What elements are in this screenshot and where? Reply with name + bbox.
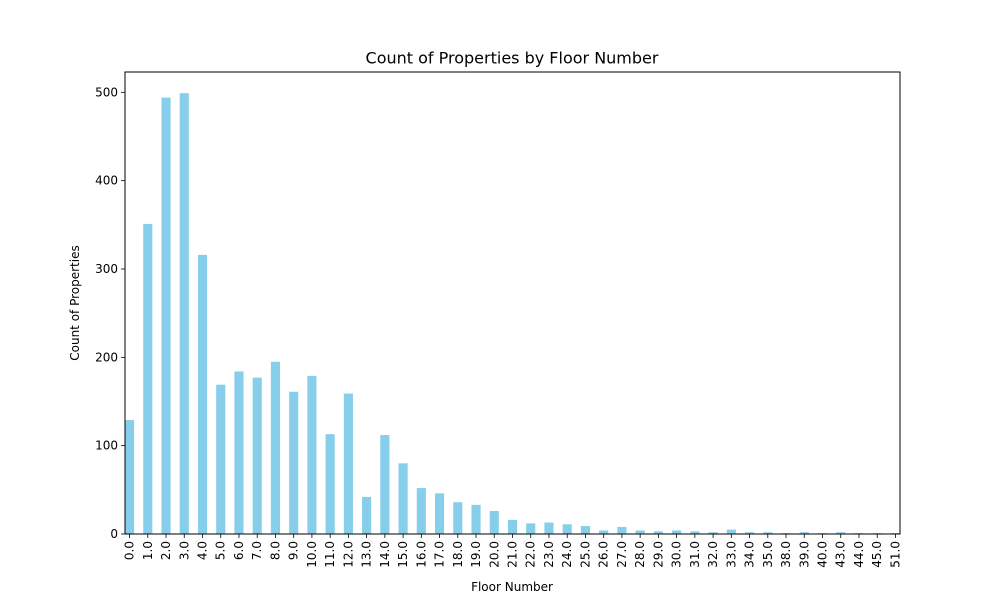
x-tick-label: 34.0 (743, 541, 757, 568)
bar-14.0 (380, 435, 390, 534)
x-tick-label: 27.0 (615, 541, 629, 568)
bar-23.0 (544, 522, 554, 534)
x-tick-label: 3.0 (177, 541, 191, 560)
y-tick-label: 400 (95, 174, 118, 188)
x-tick-label: 35.0 (761, 541, 775, 568)
x-tick-label: 32.0 (706, 541, 720, 568)
x-tick-label: 18.0 (451, 541, 465, 568)
x-tick-label: 12.0 (341, 541, 355, 568)
bar-17.0 (435, 493, 445, 534)
bar-24.0 (562, 524, 572, 534)
y-axis: 0 100 200 300 400 500 (95, 85, 125, 541)
bar-10.0 (307, 375, 317, 534)
x-tick-label: 51.0 (888, 541, 902, 568)
x-tick-label: 15.0 (396, 541, 410, 568)
x-tick-label: 6.0 (232, 541, 246, 560)
bar-43.0 (836, 532, 846, 534)
bar-18.0 (453, 502, 463, 534)
bar-1.0 (143, 223, 153, 534)
bar-15.0 (398, 463, 408, 534)
x-tick-label: 38.0 (779, 541, 793, 568)
bar-35.0 (763, 532, 773, 534)
x-tick-label: 11.0 (323, 541, 337, 568)
bar-13.0 (362, 496, 372, 534)
x-tick-label: 28.0 (633, 541, 647, 568)
x-tick-label: 26.0 (597, 541, 611, 568)
x-tick-label: 9.0 (287, 541, 301, 560)
bar-25.0 (580, 526, 590, 534)
x-tick-label: 0.0 (123, 541, 137, 560)
x-tick-label: 2.0 (159, 541, 173, 560)
x-tick-label: 17.0 (433, 541, 447, 568)
x-tick-label: 5.0 (214, 541, 228, 560)
x-tick-label: 24.0 (560, 541, 574, 568)
x-tick-label: 13.0 (360, 541, 374, 568)
y-tick-label: 500 (95, 85, 118, 99)
bar-19.0 (471, 504, 481, 534)
bar-21.0 (507, 519, 518, 534)
bar-30.0 (672, 530, 682, 534)
x-tick-label: 23.0 (542, 541, 556, 568)
x-tick-label: 33.0 (724, 541, 738, 568)
x-tick-label: 7.0 (250, 541, 264, 560)
x-tick-label: 31.0 (688, 541, 702, 568)
chart-title: Count of Properties by Floor Number (366, 49, 659, 68)
bar-3.0 (179, 93, 189, 534)
x-tick-label: 44.0 (852, 541, 866, 568)
x-tick-label: 22.0 (524, 541, 538, 568)
bar-6.0 (234, 371, 244, 534)
x-tick-label: 45.0 (870, 541, 884, 568)
x-tick-label: 1.0 (141, 541, 155, 560)
y-tick-label: 0 (110, 527, 118, 541)
y-tick-label: 200 (95, 350, 118, 364)
bar-34.0 (745, 532, 755, 534)
bar-4.0 (197, 254, 208, 535)
bar-5.0 (216, 384, 226, 534)
x-tick-label: 20.0 (487, 541, 501, 568)
x-tick-label: 43.0 (834, 541, 848, 568)
x-axis: 0.0 1.0 2.0 3.0 4.0 5.0 6.0 7.0 8.0 9.0 10.0 11.0 12… (123, 534, 902, 568)
bar-7.0 (252, 377, 262, 534)
x-tick-label: 19.0 (469, 541, 483, 568)
bar-9.0 (289, 391, 299, 534)
x-tick-label: 14.0 (378, 541, 392, 568)
bar-20.0 (489, 511, 499, 534)
x-tick-label: 8.0 (268, 541, 282, 560)
y-axis-label: Count of Properties (68, 245, 82, 360)
x-tick-label: 29.0 (651, 541, 665, 568)
bar-32.0 (708, 532, 718, 534)
x-tick-label: 39.0 (797, 541, 811, 568)
x-tick-label: 4.0 (196, 541, 210, 560)
x-tick-label: 25.0 (578, 541, 592, 568)
x-axis-label: Floor Number (471, 580, 553, 594)
x-tick-label: 10.0 (305, 541, 319, 568)
bar-39.0 (799, 532, 809, 534)
bar-0.0 (125, 420, 135, 534)
plot-frame (124, 71, 901, 535)
x-tick-label: 16.0 (414, 541, 428, 568)
bar-8.0 (270, 361, 280, 534)
bar-16.0 (416, 488, 426, 534)
bar-22.0 (526, 523, 536, 534)
bars (125, 93, 900, 535)
bar-12.0 (343, 393, 353, 534)
bar-11.0 (325, 434, 335, 534)
x-tick-label: 40.0 (816, 541, 830, 568)
y-tick-label: 300 (95, 262, 118, 276)
bar-2.0 (161, 97, 171, 535)
x-tick-label: 30.0 (670, 541, 684, 568)
y-tick-label: 100 (95, 439, 118, 453)
bar-33.0 (726, 529, 736, 534)
bar-27.0 (617, 526, 627, 534)
bar-31.0 (690, 531, 700, 534)
bar-29.0 (653, 531, 663, 534)
bar-26.0 (599, 530, 609, 534)
x-tick-label: 21.0 (506, 541, 520, 568)
bar-28.0 (635, 530, 645, 534)
